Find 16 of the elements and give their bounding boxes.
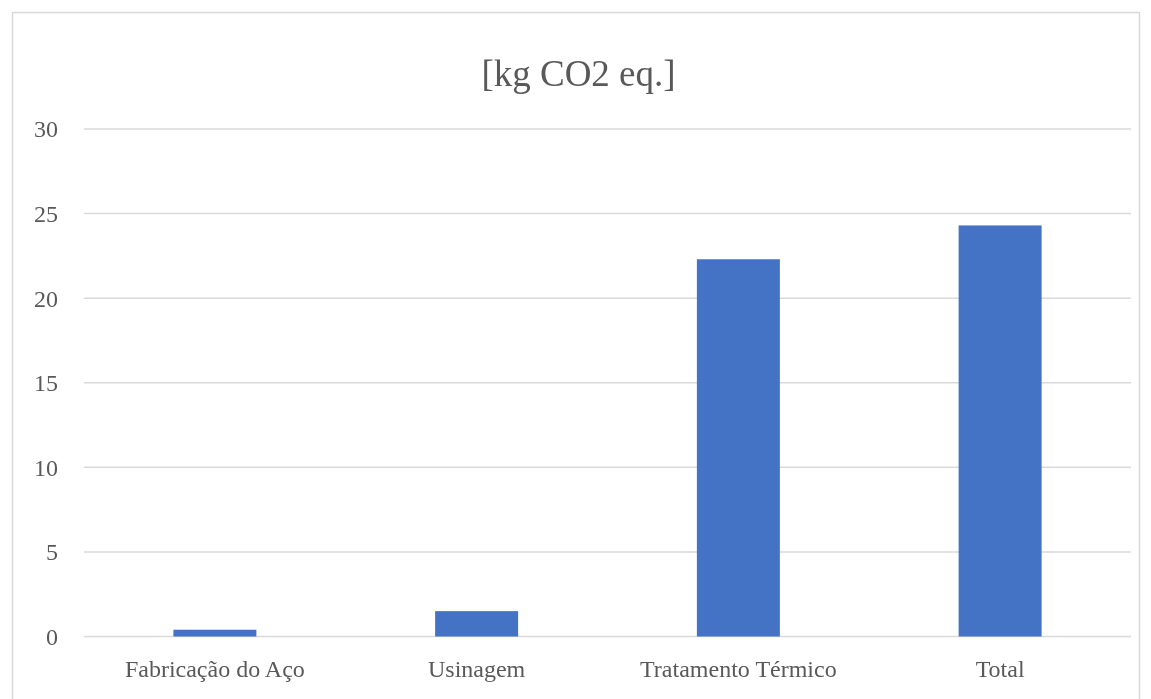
y-tick-label: 0 [46,623,58,650]
y-tick-label: 30 [34,116,58,143]
bar [696,259,780,637]
y-tick-label: 15 [34,370,58,397]
y-tick-label: 10 [34,454,58,481]
x-tick-label: Total [975,656,1025,682]
bar [173,629,257,637]
chart-title: [kg CO2 eq.] [481,53,676,94]
y-tick-label: 25 [34,200,58,227]
x-tick-label: Usinagem [427,656,526,682]
x-tick-label: Tratamento Térmico [640,656,837,682]
y-tick-label: 5 [46,539,58,566]
bar [435,611,519,637]
x-tick-label: Fabricação do Aço [124,656,305,682]
y-tick-label: 20 [34,285,58,312]
bar [958,225,1042,637]
